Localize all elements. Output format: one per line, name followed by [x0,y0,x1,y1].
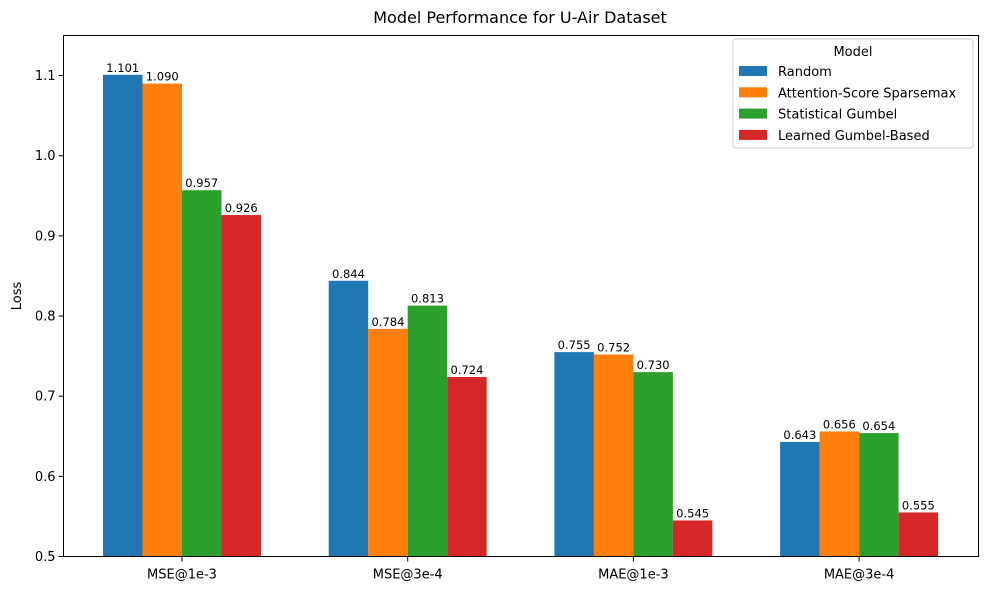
legend-item-label: Random [778,65,832,80]
y-axis: 0.5 0.6 0.7 0.8 0.9 1.0 1.1 [35,69,64,565]
bar-value-label: 0.730 [637,358,670,372]
bar-value-label: 0.656 [823,417,856,431]
bars-group [103,74,939,557]
bar-value-label: 0.643 [783,428,816,442]
legend-swatch [739,129,767,140]
legend-swatch [739,66,767,76]
bar-value-label: 0.957 [185,176,218,190]
bar-random-2 [554,352,594,557]
bar-value-label: 1.090 [146,70,179,84]
legend-item-label: Learned Gumbel-Based [778,129,930,144]
bar-random-1 [328,280,369,557]
y-tick-label: 0.6 [35,470,56,485]
bar-learned-gumbel-based-1 [447,376,487,557]
bar-labels-group: 1.101 0.844 0.755 0.643 1.090 0.784 0.752 0.656… [106,61,935,521]
y-tick-label: 1.1 [35,69,56,84]
legend-swatch [739,87,767,98]
bar-value-label: 0.844 [332,267,365,281]
bar-value-label: 0.654 [862,419,895,433]
bar-attention-score-sparsemax-1 [368,328,408,557]
bar-value-label: 0.545 [676,506,709,520]
bar-attention-score-sparsemax-0 [142,83,182,557]
x-tick-label: MAE@1e-3 [598,568,669,583]
x-tick-label: MSE@3e-4 [373,568,443,583]
bar-value-label: 0.784 [371,315,404,329]
bar-learned-gumbel-based-0 [221,215,261,557]
bar-random-3 [780,441,820,557]
bar-statistical-gumbel-0 [182,190,222,557]
y-tick-label: 1.0 [35,149,56,164]
y-tick-label: 0.5 [35,550,56,565]
x-tick-label: MSE@1e-3 [147,568,217,583]
y-tick-label: 0.8 [35,310,56,325]
bar-value-label: 0.555 [902,498,935,512]
bar-statistical-gumbel-1 [407,305,448,557]
bar-attention-score-sparsemax-2 [593,354,634,557]
bar-value-label: 0.752 [597,341,630,355]
bar-value-label: 1.101 [106,61,139,75]
bar-attention-score-sparsemax-3 [819,431,860,557]
legend-swatch [739,108,767,119]
plot-frame [63,35,979,557]
y-tick-label: 0.7 [35,390,56,405]
bar-learned-gumbel-based-2 [672,520,713,557]
legend-title: Model [833,45,872,60]
chart-title: Model Performance for U-Air Dataset [373,8,667,27]
bar-statistical-gumbel-3 [859,433,899,557]
bar-value-label: 0.813 [411,292,444,306]
y-tick-label: 0.9 [35,229,56,244]
x-tick-label: MAE@3e-4 [824,568,895,583]
bar-learned-gumbel-based-3 [898,512,939,557]
legend-item-label: Statistical Gumbel [778,108,897,123]
bar-value-label: 0.926 [225,201,258,215]
bar-statistical-gumbel-2 [633,372,673,557]
x-axis: MSE@1e-3 MSE@3e-4 MAE@1e-3 MAE@3e-4 [147,556,895,583]
legend-item-label: Attention-Score Sparsemax [778,86,956,101]
bar-value-label: 0.755 [558,338,591,352]
legend-box [732,38,974,149]
bar-value-label: 0.724 [450,363,483,377]
bar-random-0 [103,74,143,557]
y-axis-label: Loss [10,282,25,311]
